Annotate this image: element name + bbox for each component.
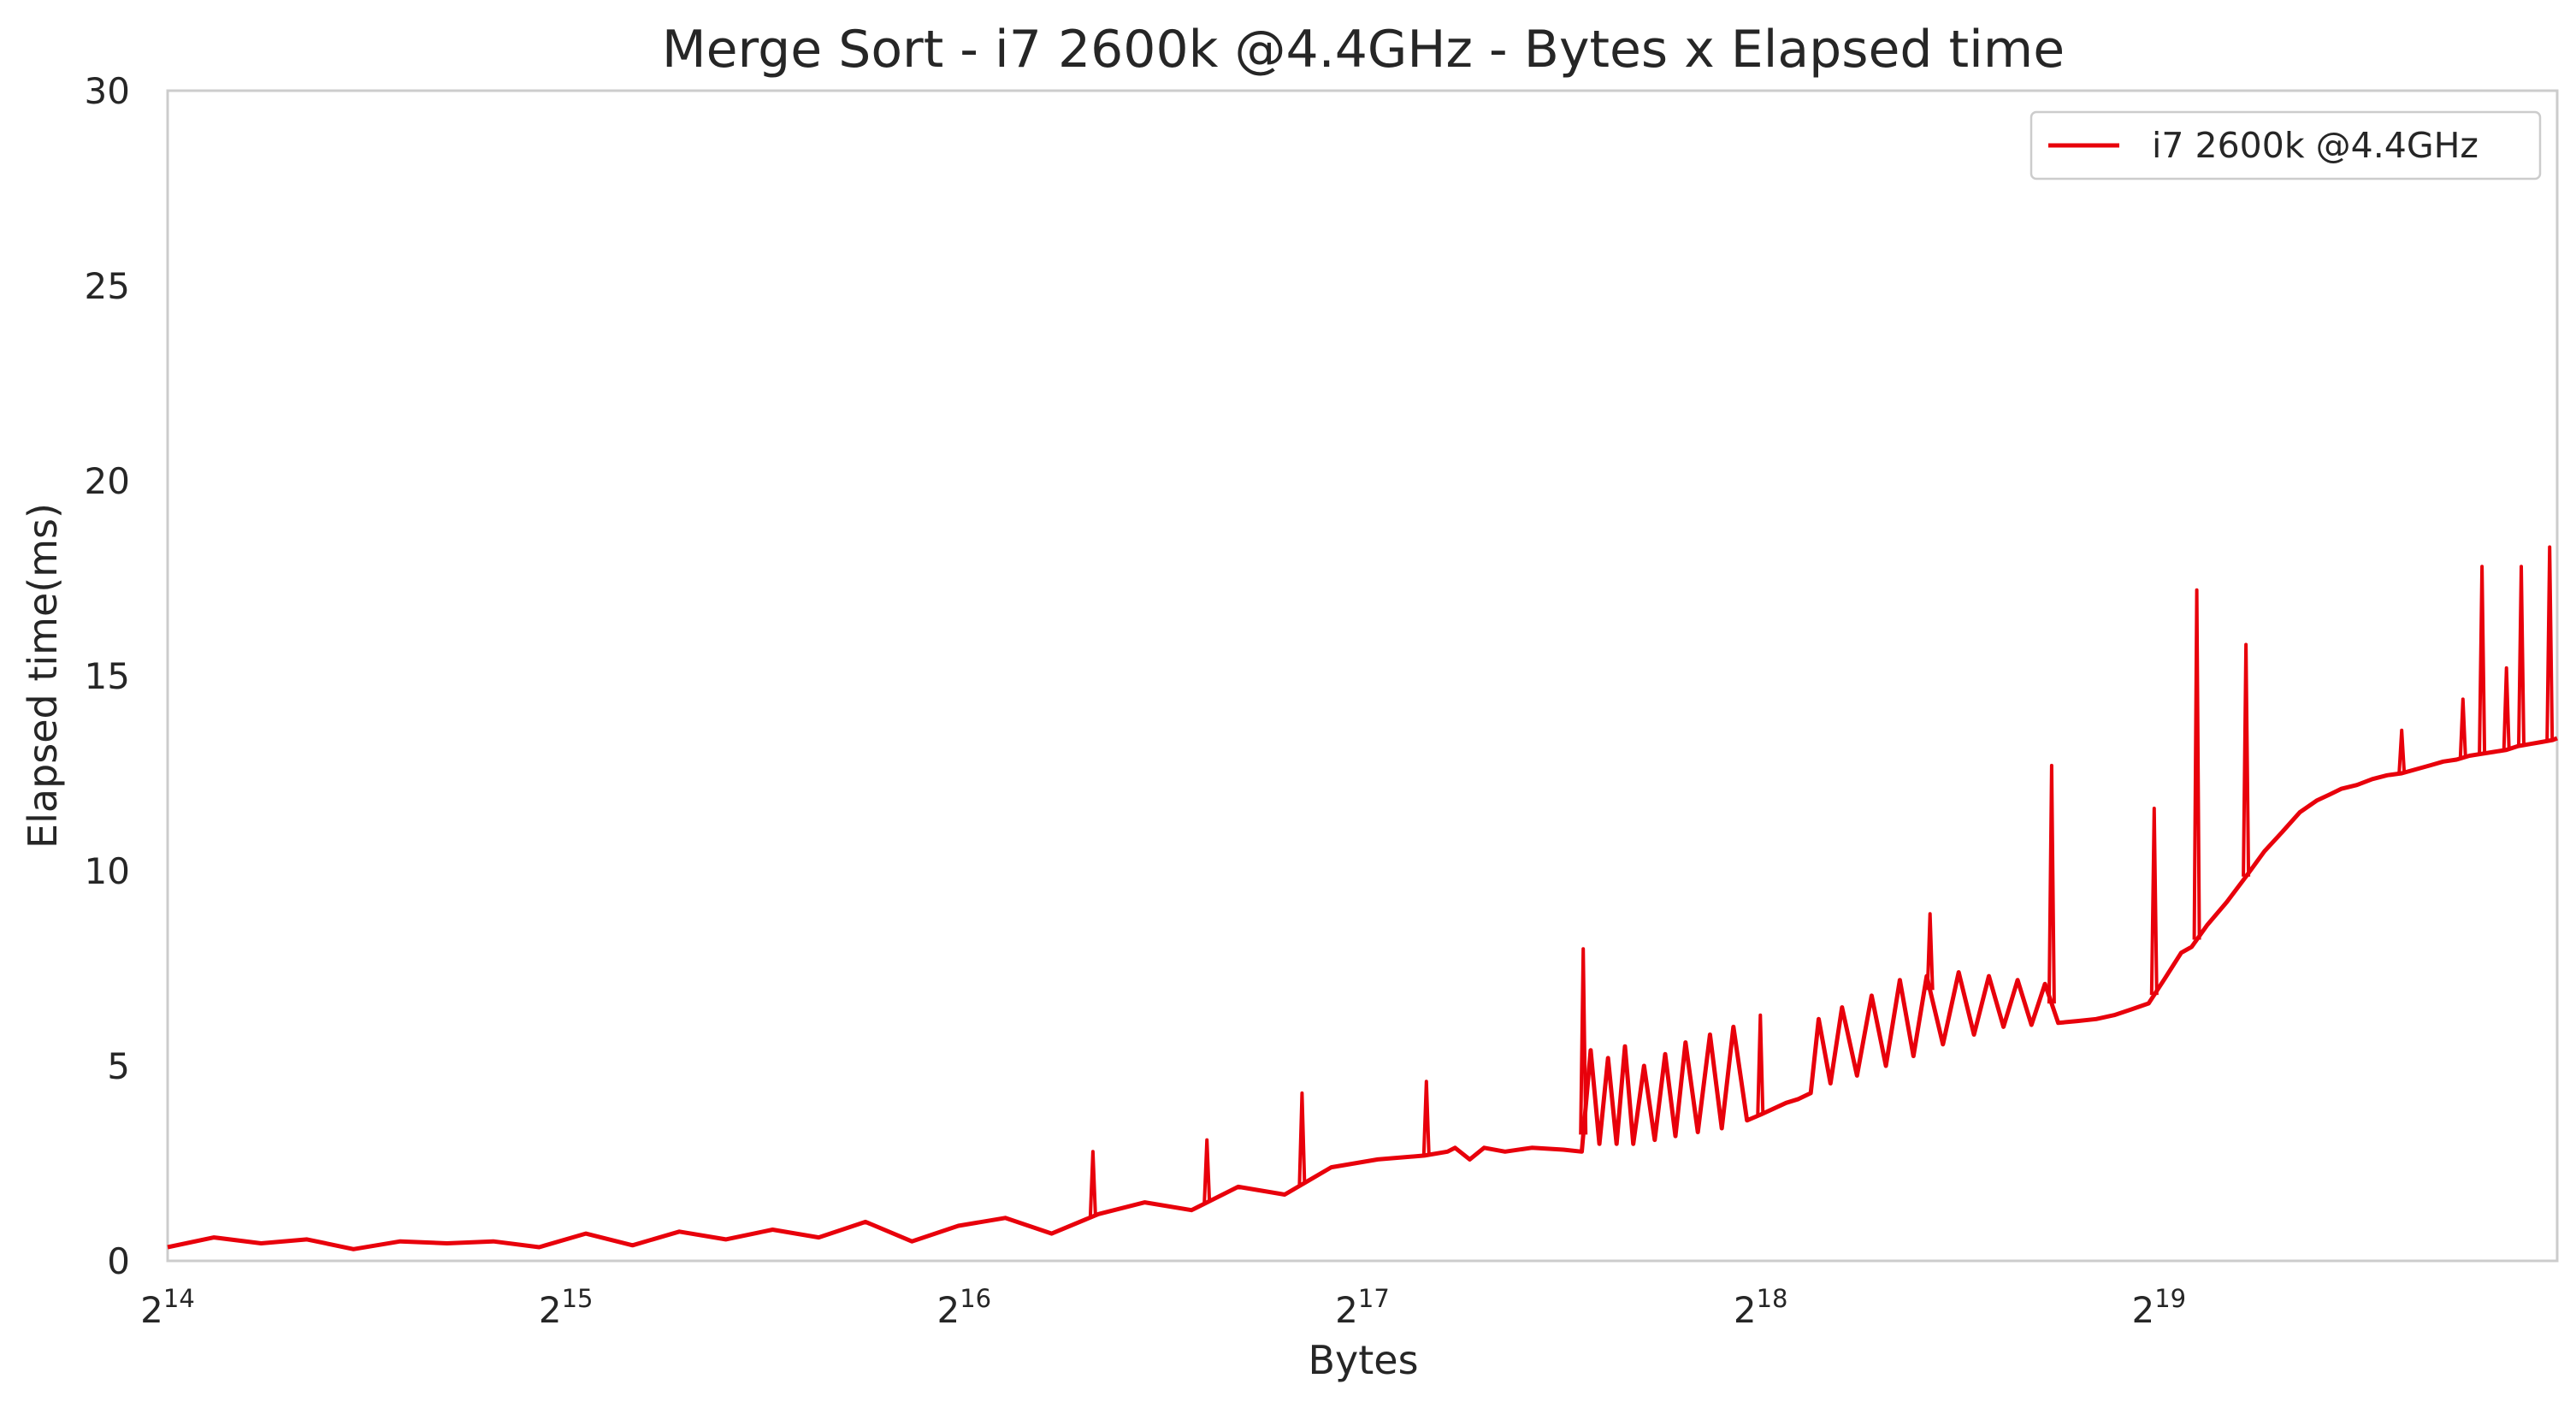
series-spike [2545,545,2555,741]
chart-title: Merge Sort - i7 2600k @4.4GHz - Bytes x … [662,20,2065,80]
x-tick-label: 214 [140,1284,195,1331]
series-spike [1579,947,1588,1135]
y-tick-label: 30 [85,70,130,112]
plot-area [166,89,2559,1263]
x-tick-label: 219 [2132,1284,2187,1331]
y-tick-label: 15 [85,655,130,697]
plot-frame [166,89,2559,1263]
x-axis-label: Bytes [1308,1337,1418,1383]
series-spike [1297,1091,1307,1185]
series-line [167,736,2558,1251]
series-spike [2478,565,2487,754]
legend: i7 2600k @4.4GHz [2029,110,2542,180]
y-tick-label: 5 [107,1045,130,1087]
series-spike [2517,565,2526,746]
x-axis-ticks: 214 215 216 217 218 219 [140,1284,2186,1331]
series-spike [2458,697,2467,758]
y-tick-label: 0 [107,1240,130,1282]
x-tick-label: 215 [539,1284,594,1331]
series-spike [1925,912,1935,991]
series-spike [1202,1138,1212,1203]
series-spike [2242,642,2251,877]
legend-label: i7 2600k @4.4GHz [2152,125,2479,166]
series-spike [2149,807,2159,996]
y-tick-label: 25 [85,265,130,307]
y-axis-ticks: 0 5 10 15 20 25 30 [85,70,130,1282]
x-tick-label: 217 [1335,1284,1390,1331]
series-spike [2047,763,2056,1004]
series-spike [1756,1013,1765,1115]
legend-frame [2029,110,2542,180]
y-tick-label: 10 [85,850,130,892]
series-spike [2502,666,2511,750]
series-spike [1088,1150,1097,1217]
y-tick-label: 20 [85,460,130,502]
series-spike [1421,1080,1431,1156]
x-tick-label: 218 [1734,1284,1788,1331]
x-tick-label: 216 [937,1284,992,1331]
series-spike [2397,728,2407,774]
series-spike [2192,588,2201,940]
y-axis-label: Elapsed time(ms) [20,503,66,849]
